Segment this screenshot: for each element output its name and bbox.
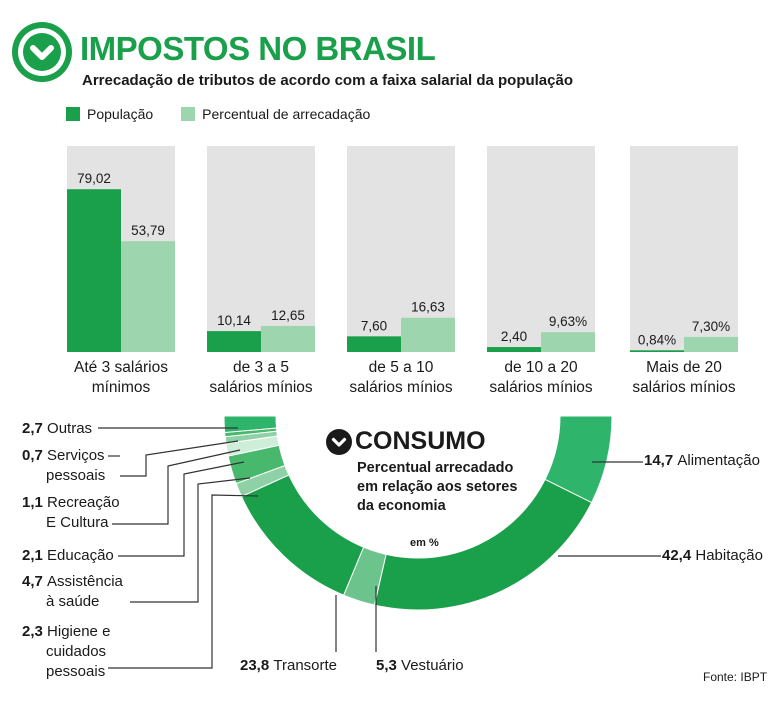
bar-group-background — [207, 146, 315, 352]
donut-label: 4,7 Assistência — [22, 573, 124, 590]
bar-group-background — [347, 146, 455, 352]
bar-value-label: 2,40 — [501, 329, 527, 344]
donut-label: 23,8 Transorte — [240, 657, 337, 674]
bar-value-label: 7,60 — [361, 318, 387, 333]
donut-subtitle: Percentual arrecadado em relação aos set… — [357, 460, 518, 514]
donut-title: CONSUMO — [355, 427, 486, 455]
donut-slice — [240, 474, 365, 596]
bar-value-label: 9,63% — [549, 314, 587, 329]
category-label: salários mínios — [489, 379, 593, 396]
bar-group-background — [487, 146, 595, 352]
bar — [630, 350, 684, 352]
donut-label: 0,7 Serviços — [22, 447, 105, 464]
category-label: de 3 a 5 — [233, 359, 289, 376]
category-label: mínimos — [92, 379, 151, 396]
legend-swatch-arrecadacao — [181, 107, 196, 121]
bar — [347, 336, 401, 352]
category-label: salários mínios — [209, 379, 313, 396]
donut-label: 1,1 Recreação — [22, 494, 120, 511]
legend-label-arrecadacao: Percentual de arrecadação — [202, 106, 371, 122]
source-note: Fonte: IBPT — [703, 670, 768, 684]
category-label: Até 3 salários — [74, 359, 168, 376]
chevron-down-circle-icon — [326, 429, 352, 455]
donut-label-continued: E Cultura — [46, 514, 109, 531]
bar-value-label: 53,79 — [131, 223, 165, 238]
donut-label: 14,7 Alimentação — [644, 452, 760, 469]
leader-line — [130, 477, 251, 603]
bar — [207, 331, 261, 352]
donut-label: 2,7 Outras — [22, 420, 92, 437]
donut-label: 5,3 Vestuário — [376, 657, 464, 674]
bar-value-label: 7,30% — [692, 319, 730, 334]
legend-swatch-populacao — [66, 107, 80, 121]
leader-line — [112, 449, 241, 525]
bar — [487, 347, 541, 352]
category-label: salários mínios — [349, 379, 453, 396]
legend-label-populacao: População — [87, 106, 154, 122]
leader-line — [118, 461, 245, 557]
bar-chart: 79,02 53,79 Até 3 salários mínimos 10,14 12,6… — [67, 146, 738, 396]
bar-group-background — [630, 146, 738, 352]
bar — [541, 332, 595, 352]
donut-label-continued: pessoais — [46, 663, 105, 680]
donut-label-continued: pessoais — [46, 467, 105, 484]
legend-item-populacao: População — [66, 106, 153, 122]
donut-label: 42,4 Habitação — [662, 547, 763, 564]
bar — [684, 336, 738, 352]
legend-item-arrecadacao: Percentual de arrecadação — [181, 106, 370, 122]
bar — [67, 189, 121, 352]
bar-value-label: 0,84% — [638, 332, 676, 347]
bar-value-label: 79,02 — [77, 171, 111, 186]
chevron-down-circle-icon — [12, 22, 72, 82]
donut-label-continued: cuidados — [46, 643, 106, 660]
category-label: de 5 a 10 — [369, 359, 434, 376]
bar-value-label: 12,65 — [271, 308, 305, 323]
bar-value-label: 16,63 — [411, 300, 445, 315]
page-subtitle: Arrecadação de tributos de acordo com a … — [82, 72, 574, 89]
bar — [401, 317, 455, 352]
category-label: salários mínios — [632, 379, 736, 396]
donut-label: 2,1 Educação — [22, 547, 114, 564]
category-label: Mais de 20 — [646, 359, 722, 376]
category-label: de 10 a 20 — [504, 359, 578, 376]
bar — [121, 241, 175, 352]
page-title: IMPOSTOS NO BRASIL — [80, 30, 436, 67]
bar — [261, 325, 315, 352]
donut-label-continued: à saúde — [46, 593, 99, 610]
leader-line — [108, 494, 259, 669]
donut-unit: em % — [410, 537, 439, 549]
donut-label: 2,3 Higiene e — [22, 623, 110, 640]
leader-line — [120, 440, 239, 477]
bar-value-label: 10,14 — [217, 313, 251, 328]
bar-legend: População Percentual de arrecadação — [66, 106, 390, 122]
